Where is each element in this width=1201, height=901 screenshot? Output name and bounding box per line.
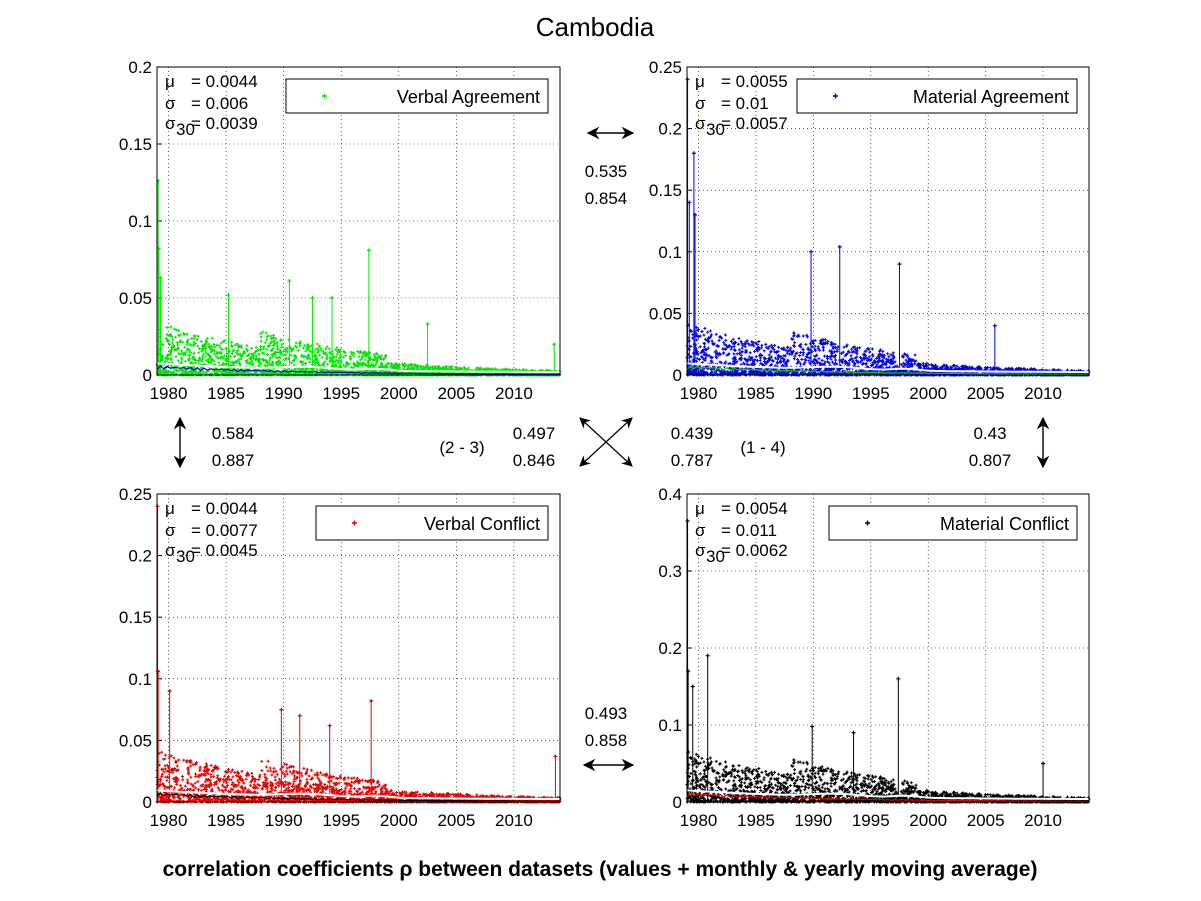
data-point (422, 365, 426, 369)
stat-sigma: = 0.006 (191, 94, 248, 113)
x-tick-label: 2005 (437, 384, 475, 403)
panel-material-agreement: 0 0.05 0.1 0.15 0.2 0.25 1980 1985 1990 1995 2000 2… (649, 58, 1091, 403)
data-point (198, 358, 202, 362)
data-point (390, 361, 394, 365)
stat-mu: = 0.0044 (191, 72, 258, 91)
data-point (268, 358, 272, 362)
data-point (224, 346, 228, 350)
x-tick-label: 1985 (737, 384, 775, 403)
data-point (193, 341, 197, 345)
y-tick-label: 0.05 (649, 304, 682, 323)
data-point (320, 348, 324, 352)
y-tick-label: 0.1 (128, 212, 152, 231)
y-tick-label: 0.15 (649, 181, 682, 200)
data-point (163, 359, 167, 363)
y-tick-label: 0.2 (658, 120, 682, 139)
y-tick-label: 0.15 (119, 135, 152, 154)
data-point (274, 360, 278, 364)
y-tick-label: 0.25 (649, 58, 682, 77)
x-tick-label: 2000 (909, 384, 947, 403)
data-point (163, 356, 167, 360)
data-point (271, 346, 275, 350)
data-point (316, 346, 320, 350)
stat-sigma30: = 0.0039 (191, 114, 258, 133)
data-point (210, 344, 214, 348)
x-tick-label: 1990 (265, 384, 303, 403)
data-point (350, 352, 354, 356)
data-point (183, 345, 187, 349)
x-tick-label: 1985 (207, 384, 245, 403)
data-point (245, 349, 249, 353)
data-point (196, 334, 200, 338)
figure-title: Cambodia (536, 12, 655, 42)
data-point (372, 353, 376, 357)
y-tick-label: 0 (143, 366, 152, 385)
stat-sigma-symbol: σ (165, 94, 176, 113)
data-point (467, 366, 471, 370)
y-tick-label: 0.2 (128, 58, 152, 77)
data-point (343, 365, 347, 369)
x-tick-label: 1995 (322, 384, 360, 403)
stat-sigma30-symbol: σ (165, 114, 176, 133)
data-point (278, 348, 282, 352)
panel-verbal-agreement: 0 0.05 0.1 0.15 0.2 1980 1985 1990 1995 2000 2005 2… (119, 58, 562, 403)
y-tick-label: 0.1 (658, 243, 682, 262)
x-tick-label: 2005 (967, 384, 1005, 403)
data-point (186, 338, 190, 342)
plot-area (157, 67, 560, 375)
y-tick-label: 0.05 (119, 289, 152, 308)
x-tick-label: 1995 (852, 384, 890, 403)
x-tick-label: 1980 (150, 384, 188, 403)
x-tick-label: 2010 (1024, 384, 1062, 403)
data-point (308, 360, 312, 364)
x-tick-label: 2000 (380, 384, 418, 403)
data-point (324, 347, 328, 351)
data-point (213, 349, 217, 353)
x-tick-label: 2010 (495, 384, 533, 403)
data-point (356, 349, 360, 353)
data-point (173, 327, 177, 331)
data-point (220, 348, 224, 352)
data-point (239, 346, 243, 350)
data-point (326, 362, 330, 366)
stat-mu-symbol: μ (165, 72, 175, 91)
data-point (270, 349, 274, 353)
y-tick-label: 0 (673, 366, 682, 385)
data-point (364, 358, 368, 362)
data-point (274, 337, 278, 341)
data-point (238, 363, 242, 367)
data-point (280, 345, 284, 349)
data-point (200, 349, 204, 353)
data-point (318, 353, 322, 357)
legend-label: Verbal Agreement (397, 87, 540, 107)
x-tick-label: 1990 (794, 384, 832, 403)
x-tick-label: 1980 (680, 384, 718, 403)
